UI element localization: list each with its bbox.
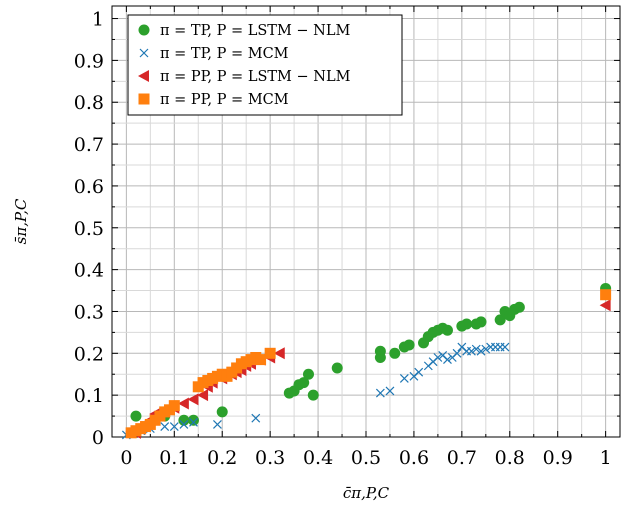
data-point	[494, 314, 506, 326]
legend-label: π = PP, P = MCM	[160, 92, 289, 108]
x-tick-labels: 0 0.1 0.2 0.3 0.4 0.5 0.6 0.7 0.8 0.9 1	[120, 447, 611, 469]
y-tick-label: 0.7	[74, 134, 104, 156]
data-point	[187, 414, 199, 426]
series-1	[130, 282, 612, 426]
legend-label: π = TP, P = LSTM − NLM	[160, 23, 350, 39]
y-tick-label: 0.4	[74, 260, 104, 282]
data-point	[467, 346, 476, 356]
x-tick-label: 0.9	[543, 447, 573, 469]
data-point	[187, 393, 199, 406]
data-point	[302, 368, 314, 380]
data-point	[399, 373, 409, 383]
legend: π = TP, P = LSTM − NLM π = TP, P = MCM π =…	[127, 14, 403, 116]
y-axis-label: s̄π,P,C	[12, 198, 30, 244]
x-tick-label: 0	[120, 447, 132, 469]
data-point	[189, 417, 198, 427]
legend-marker	[138, 93, 150, 105]
data-point	[298, 377, 310, 389]
data-point	[385, 386, 395, 396]
x-tick-label: 0.4	[303, 447, 333, 469]
data-point	[169, 422, 179, 431]
data-point	[179, 420, 189, 429]
data-point	[264, 347, 276, 359]
x-axis-label: c̄π,P,C	[343, 484, 390, 502]
y-tick-label: 0.9	[74, 50, 104, 72]
data-point	[481, 344, 491, 354]
series-3	[129, 299, 611, 439]
y-tick-label: 0	[92, 427, 104, 449]
data-point	[177, 397, 189, 410]
data-point	[443, 355, 452, 365]
legend-marker	[138, 24, 150, 36]
data-point	[216, 406, 228, 418]
data-point	[513, 301, 525, 313]
y-tick-labels: 0 0.1 0.2 0.3 0.4 0.5 0.6 0.7 0.8 0.9 1	[74, 9, 104, 449]
legend-marker	[138, 70, 149, 82]
legend-box	[127, 14, 403, 116]
data-point	[403, 339, 415, 351]
x-tick-label: 0.3	[255, 447, 285, 469]
data-point	[600, 289, 612, 301]
data-point	[168, 400, 180, 412]
legend-marker	[139, 48, 149, 58]
data-point	[255, 354, 267, 366]
data-point	[374, 345, 386, 357]
series-4	[125, 289, 612, 439]
y-tick-label: 1	[92, 9, 104, 31]
data-point	[160, 422, 170, 431]
legend-label: π = PP, P = LSTM − NLM	[160, 69, 351, 85]
data-point	[599, 299, 611, 312]
data-point	[331, 362, 343, 374]
y-tick-label: 0.6	[74, 176, 104, 198]
data-point	[475, 316, 487, 328]
x-tick-label: 0.5	[351, 447, 381, 469]
data-point	[197, 389, 209, 402]
data-point	[433, 353, 443, 362]
data-point	[414, 367, 424, 377]
data-point	[178, 414, 190, 426]
x-tick-label: 0.6	[399, 447, 429, 469]
x-tick-label: 1	[600, 447, 612, 469]
x-tick-label: 0.7	[447, 447, 477, 469]
data-point	[500, 342, 510, 352]
y-tick-label: 0.8	[74, 92, 104, 114]
y-tick-label: 0.5	[74, 218, 104, 240]
y-tick-label: 0.1	[74, 385, 104, 407]
data-point	[307, 389, 319, 401]
data-point	[273, 347, 285, 360]
data-point	[471, 344, 481, 354]
data-point	[461, 318, 473, 330]
data-point	[213, 420, 222, 429]
data-point	[130, 410, 142, 422]
x-tick-label: 0.1	[159, 447, 189, 469]
y-tick-label: 0.3	[74, 301, 104, 323]
data-point	[441, 324, 453, 336]
y-tick-label: 0.2	[74, 343, 104, 365]
data-point	[389, 347, 401, 359]
data-point	[476, 346, 486, 356]
data-point	[452, 348, 462, 358]
x-tick-label: 0.2	[207, 447, 237, 469]
legend-label: π = TP, P = MCM	[160, 46, 289, 62]
data-point	[251, 413, 261, 423]
x-tick-label: 0.8	[495, 447, 525, 469]
ticks	[112, 6, 620, 438]
data-point	[375, 388, 385, 398]
data-points	[121, 282, 612, 440]
